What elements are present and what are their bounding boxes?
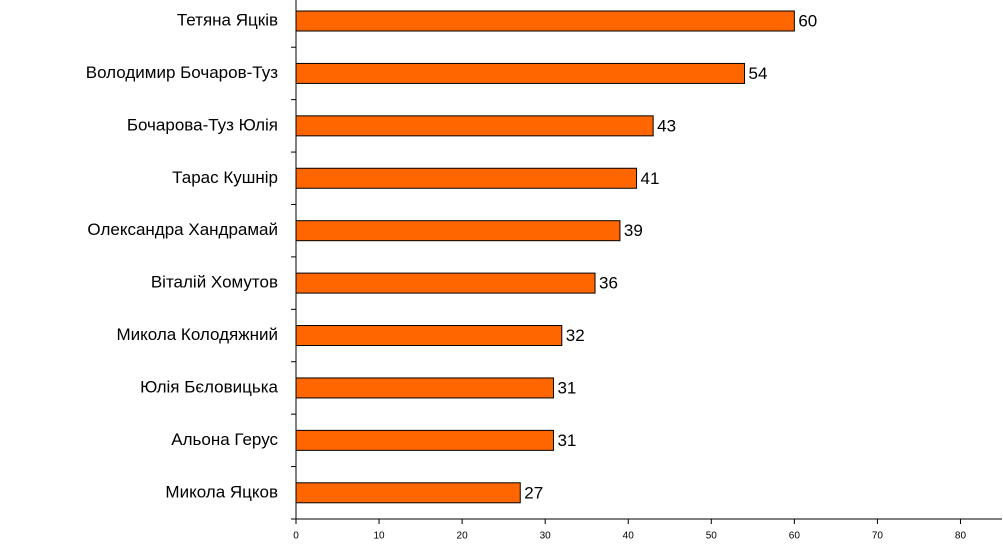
data-label: 54 xyxy=(749,64,768,83)
bar xyxy=(295,325,563,347)
bar xyxy=(295,429,554,451)
bar xyxy=(295,62,746,84)
y-tick-label: Олександра Хандрамай xyxy=(87,220,278,239)
y-tick-label: Альона Герус xyxy=(171,430,278,449)
data-label: 36 xyxy=(599,274,618,293)
y-tick-label: Юлія Бєловицька xyxy=(140,377,278,396)
bar xyxy=(295,167,638,189)
y-tick-label: Тарас Кушнір xyxy=(172,168,278,187)
y-tick-label: Микола Яцков xyxy=(165,482,278,501)
data-label: 39 xyxy=(624,221,643,240)
bar xyxy=(295,377,554,399)
data-label: 31 xyxy=(557,378,576,397)
x-tick-label: 80 xyxy=(955,531,967,542)
y-tick-label: Микола Колодяжний xyxy=(116,325,278,344)
y-tick-label: Володимир Бочаров-Туз xyxy=(86,63,278,82)
x-tick-label: 10 xyxy=(373,531,385,542)
data-label: 41 xyxy=(641,169,660,188)
x-tick-label: 30 xyxy=(540,531,552,542)
y-tick-label: Віталій Хомутов xyxy=(151,273,278,292)
x-tick-label: 40 xyxy=(623,531,635,542)
x-tick-label: 20 xyxy=(457,531,469,542)
data-label: 27 xyxy=(524,483,543,502)
data-label: 31 xyxy=(557,431,576,450)
data-label: 32 xyxy=(566,326,585,345)
x-tick-label: 70 xyxy=(872,531,884,542)
bar xyxy=(295,10,795,32)
y-tick-label: Тетяна Яцків xyxy=(177,10,278,29)
x-tick-label: 0 xyxy=(293,531,299,542)
bar xyxy=(295,115,654,137)
data-label: 60 xyxy=(798,11,817,30)
bar xyxy=(295,482,521,504)
data-label: 43 xyxy=(657,116,676,135)
y-tick-label: Бочарова-Туз Юлія xyxy=(127,115,278,134)
bar xyxy=(295,272,596,294)
x-tick-label: 50 xyxy=(706,531,718,542)
bar xyxy=(295,220,621,242)
x-tick-label: 60 xyxy=(789,531,801,542)
